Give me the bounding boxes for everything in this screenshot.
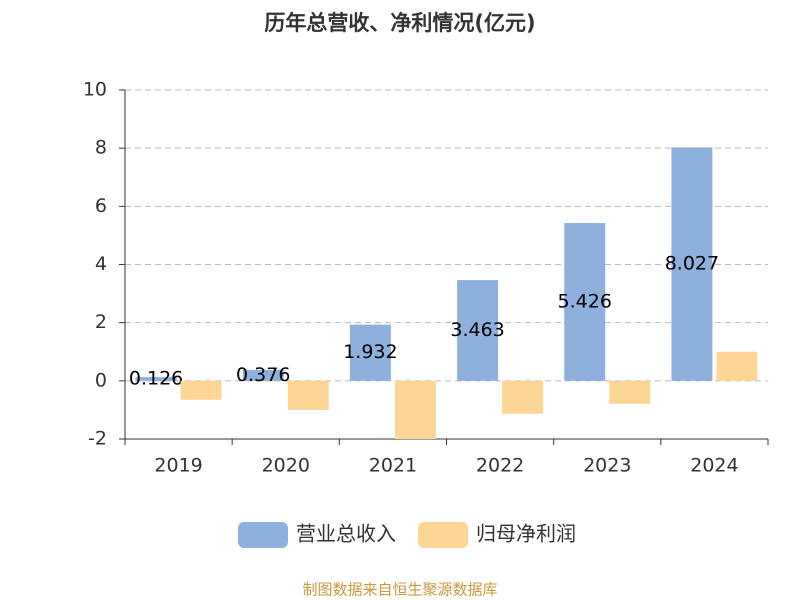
data-label: 0.376 (236, 364, 290, 386)
data-label: 5.426 (558, 290, 612, 312)
bar (716, 351, 758, 381)
bar (457, 280, 499, 381)
bar (671, 147, 713, 381)
legend-label: 归母净利润 (476, 522, 576, 546)
bar (180, 380, 222, 400)
y-tick-label: 6 (95, 195, 107, 217)
data-label: 8.027 (665, 253, 719, 275)
x-tick-label: 2019 (154, 455, 202, 477)
data-label: 1.932 (343, 341, 397, 363)
y-tick-label: 2 (95, 311, 107, 333)
legend-label: 营业总收入 (296, 522, 396, 546)
data-label: 3.463 (450, 319, 504, 341)
bar (287, 380, 329, 410)
y-tick-label: -2 (88, 428, 107, 450)
x-tick-label: 2021 (369, 455, 417, 477)
x-tick-label: 2020 (262, 455, 310, 477)
x-tick-label: 2022 (476, 455, 524, 477)
y-tick-label: 8 (95, 137, 107, 159)
x-tick-label: 2024 (690, 455, 738, 477)
bar (564, 223, 606, 381)
bar (502, 380, 544, 414)
x-tick-label: 2023 (583, 455, 631, 477)
bar (349, 324, 391, 381)
chart-title: 历年总营收、净利情况(亿元) (264, 11, 535, 35)
legend-swatch (418, 522, 468, 548)
bar (394, 380, 436, 439)
bar (242, 369, 284, 381)
y-tick-label: 10 (83, 79, 107, 101)
bar (609, 380, 651, 404)
y-tick-label: 4 (95, 253, 107, 275)
source-note: 制图数据来自恒生聚源数据库 (302, 581, 497, 599)
legend-swatch (238, 522, 288, 548)
data-label: 0.126 (129, 368, 183, 390)
bar (135, 377, 177, 381)
y-tick-label: 0 (95, 369, 107, 391)
